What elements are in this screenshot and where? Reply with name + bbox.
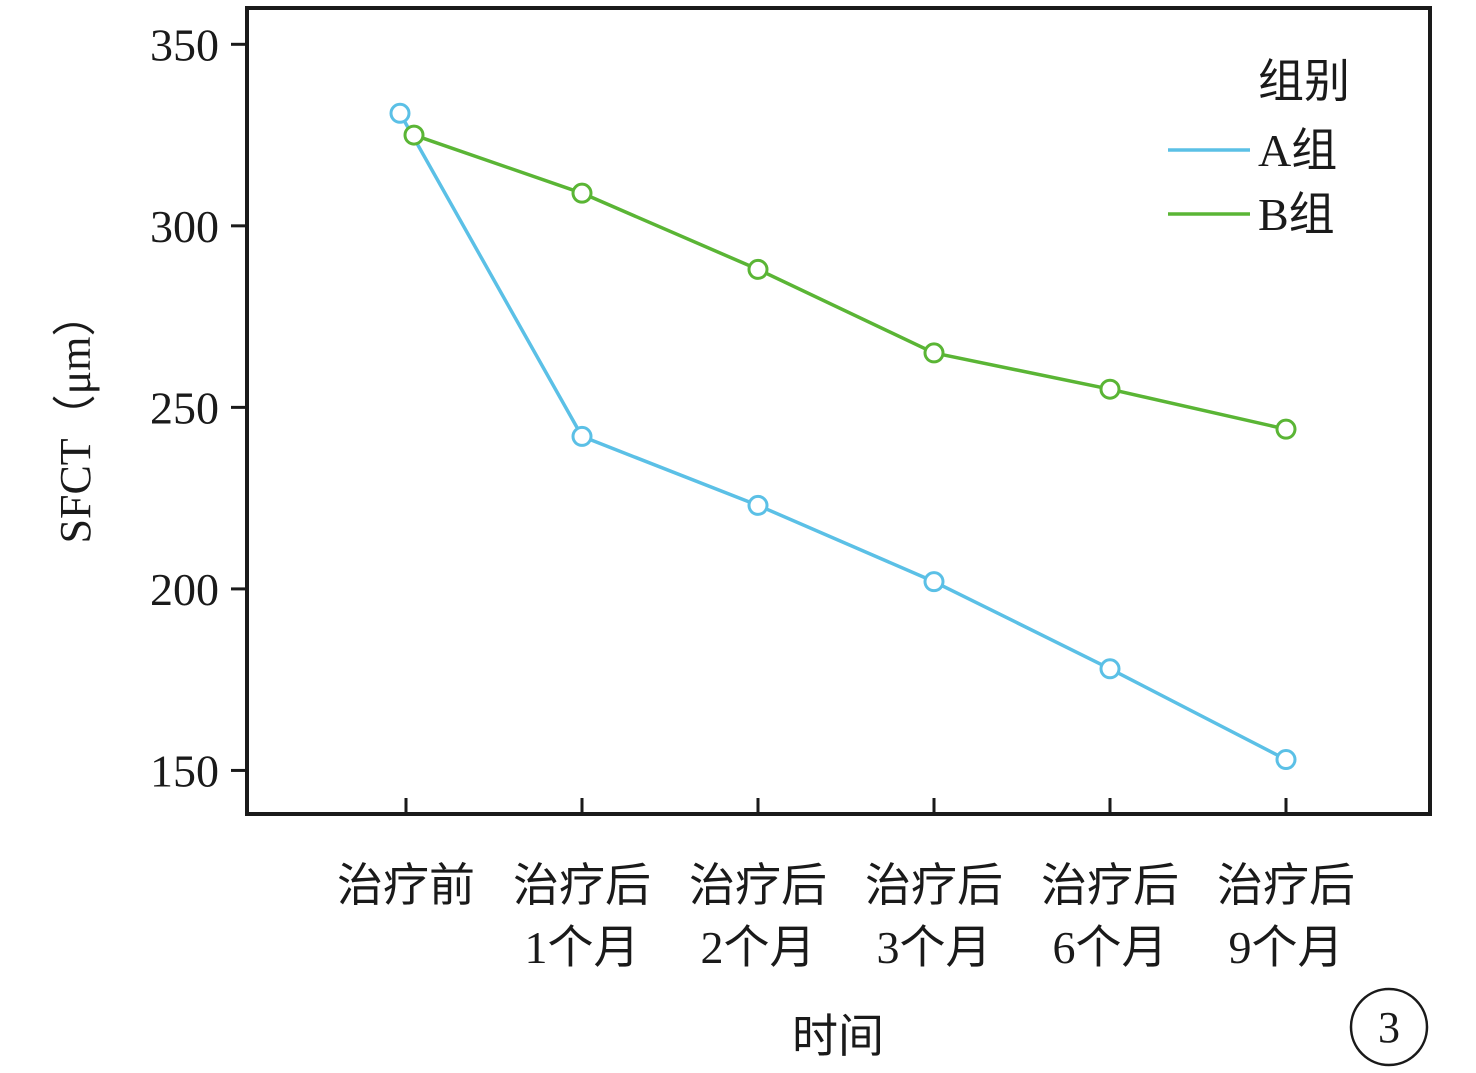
x-tick-label: 治疗后 6个月 [1041,860,1179,973]
series-point [923,571,945,593]
x-tick-label-line: 3个月 [877,922,992,973]
legend-label: B组 [1258,189,1335,240]
x-tick-label-line: 6个月 [1053,922,1168,973]
x-tick-label: 治疗前 [337,860,475,911]
x-tick-label: 治疗后 1个月 [513,860,651,973]
series-point [1275,418,1297,440]
x-tick-label-line: 治疗后 [513,860,651,911]
series-layer [389,102,1297,771]
series-point [923,342,945,364]
panel-badge-circle [1349,987,1429,1067]
panel-badge-label: 3 [1378,1003,1400,1052]
x-tick-label-line: 9个月 [1229,922,1344,973]
x-tick-label-line: 2个月 [701,922,816,973]
x-tick-label-line: 治疗后 [1217,860,1355,911]
series-point [403,124,425,146]
x-tick-label: 治疗后 3个月 [865,860,1003,973]
legend: 组别 A组 B组 [1168,56,1350,240]
x-tick-label-line: 治疗后 [865,860,1003,911]
series-point [1099,658,1121,680]
panel-badge: 3 [1349,987,1429,1067]
x-tick-label: 治疗后 9个月 [1217,860,1355,973]
y-tick-label: 300 [150,201,219,252]
series-point [1275,749,1297,771]
plot-frame [245,6,1432,816]
series-point [571,182,593,204]
y-ticks: 150 200 250 300 350 [150,19,247,796]
x-axis-label: 时间 [792,1011,884,1062]
y-tick-label: 200 [150,564,219,615]
x-tick-label: 治疗后 2个月 [689,860,827,973]
y-axis-label: SFCT（μm） [51,293,100,544]
series-point [747,258,769,280]
y-tick-label: 150 [150,745,219,796]
y-tick-label: 350 [150,19,219,70]
x-tick-label-line: 治疗后 [1041,860,1179,911]
x-tick-label-line: 治疗前 [337,860,475,911]
series-point [1099,378,1121,400]
series-point [389,102,411,124]
x-tick-label-line: 1个月 [525,922,640,973]
series-point [571,425,593,447]
series-line-1 [398,112,1287,762]
legend-label: A组 [1258,125,1337,176]
series-line-2 [413,133,1287,431]
axes [245,6,1432,816]
legend-title: 组别 [1258,56,1350,107]
y-tick-label: 250 [150,382,219,433]
x-tick-label-line: 治疗后 [689,860,827,911]
series-point [747,494,769,516]
